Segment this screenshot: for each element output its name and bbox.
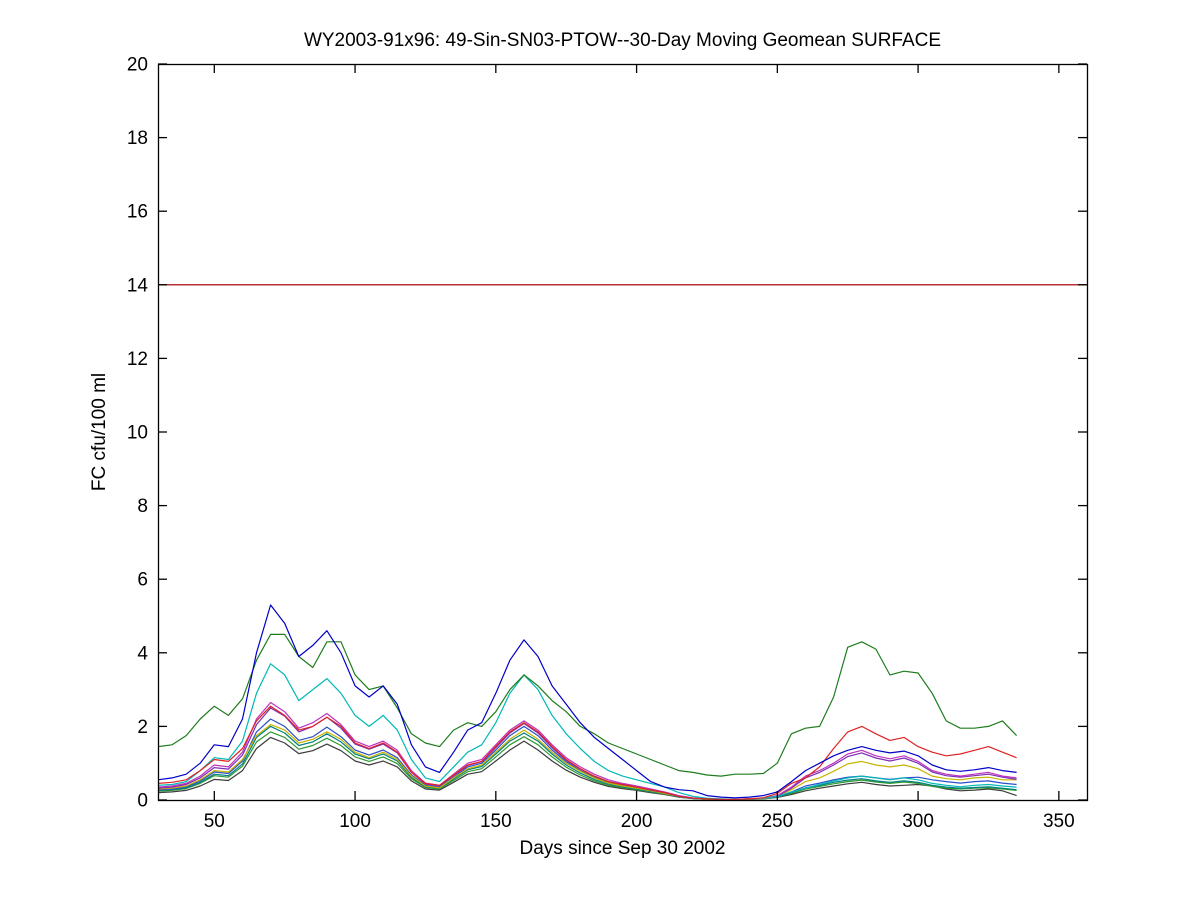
y-tick-label: 20 [127,55,148,76]
x-axis-label: Days since Sep 30 2002 [519,838,726,859]
y-tick-label: 6 [137,570,148,591]
series-line-dark-gray [157,736,1017,800]
series-line-dark-yellow [157,723,1017,800]
y-tick-label: 18 [127,128,148,149]
y-tick-label: 0 [137,791,148,812]
x-tick-label: 350 [1043,811,1075,832]
y-tick-label: 14 [127,275,149,296]
plot-box [157,63,1089,802]
x-tick-label: 150 [480,811,512,832]
series-line-teal [157,725,1017,800]
x-tick-label: 100 [339,811,371,832]
series-line-medium-blue [157,718,1017,800]
series-line-blue [157,604,1017,799]
series-line-cyan [157,663,1017,800]
x-tick-label: 50 [204,811,225,832]
y-tick-label: 2 [137,717,148,738]
y-tick-label: 4 [137,643,148,664]
x-tick-label: 200 [621,811,653,832]
x-tick-label: 300 [902,811,934,832]
y-tick-label: 12 [127,349,148,370]
series-line-green-2 [157,731,1017,800]
chart-title: WY2003-91x96: 49-Sin-SN03-PTOW--30-Day M… [303,30,942,51]
y-tick-label: 10 [127,423,148,444]
x-tick-label: 250 [761,811,793,832]
series-line-magenta [157,701,1017,800]
y-tick-label: 8 [137,496,148,517]
series-line-red [157,705,1017,800]
y-tick-label: 16 [127,202,148,223]
